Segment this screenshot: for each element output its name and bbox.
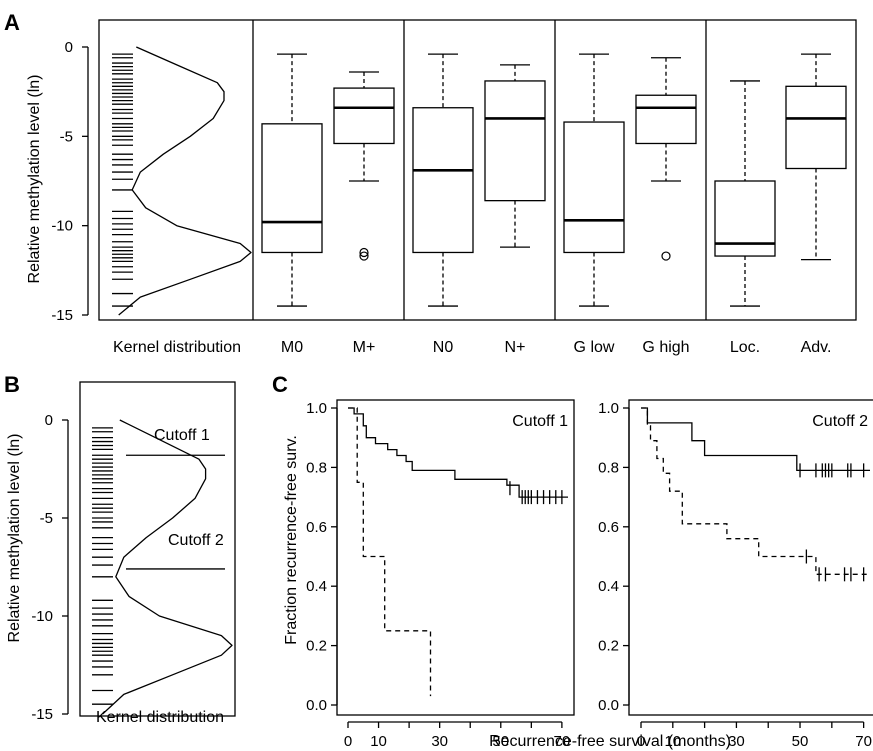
box-outlier	[359, 247, 369, 258]
boxplot-g-low	[563, 53, 625, 307]
panel-c-letter: C	[272, 372, 288, 397]
panel-a-frame	[98, 19, 857, 321]
km-y-tick-label: 0.0	[306, 697, 327, 714]
km-y-tick-label: 0.4	[306, 578, 327, 595]
panel-c-xlabel: Recurrence-free survival (months)	[489, 733, 731, 750]
panel-a-plot	[98, 19, 857, 321]
km-y-tick-label: 0.6	[306, 519, 327, 536]
panel-a-kernel-curve	[118, 46, 252, 316]
panel-a-kernel-label: Kernel distribution	[113, 339, 241, 356]
km-curve-dashed	[348, 407, 432, 697]
km-x-tick-label: 30	[431, 733, 448, 750]
km-x-tick-label: 0	[344, 733, 352, 750]
km-x-tick-label: 0	[637, 733, 645, 750]
boxplot-n0	[412, 53, 474, 307]
km-y-tick-label: 0.6	[598, 519, 619, 536]
km-x-tick-label: 70	[855, 733, 872, 750]
km-y-tick-label: 0.4	[598, 578, 619, 595]
km-x-tick-label: 70	[554, 733, 571, 750]
cutoff-1-label: Cutoff 1	[154, 427, 210, 444]
km-y-tick-label: 0.2	[306, 638, 327, 655]
panel-b-plot	[79, 381, 236, 717]
km-x-tick-label: 10	[664, 733, 681, 750]
cutoff-2-label: Cutoff 2	[168, 532, 224, 549]
boxplot-m-	[333, 71, 395, 261]
panel-c-left-title: Cutoff 1	[512, 413, 568, 430]
panel-a-category-labels: M0 M+ N0 N+ G low G high Loc. Adv.	[281, 339, 832, 356]
km-y-tick-label: 0.8	[306, 459, 327, 476]
panel-c-right-title: Cutoff 2	[812, 413, 868, 430]
category-label-n0: N0	[433, 339, 454, 356]
box-iqr	[333, 87, 395, 145]
boxplot-g-high	[635, 57, 697, 261]
panel-a-ylabel: Relative methylation level (ln)	[26, 75, 43, 284]
box-iqr	[261, 123, 323, 254]
km-y-tick-label: 0.0	[598, 697, 619, 714]
box-outlier	[661, 251, 671, 261]
km-x-tick-label: 10	[370, 733, 387, 750]
km-y-tick-label: 1.0	[306, 400, 327, 417]
category-label-m-: M+	[353, 339, 376, 356]
km-x-tick-label: 50	[792, 733, 809, 750]
box-iqr	[785, 85, 847, 170]
boxplot-adv-	[785, 53, 847, 261]
panel-a-letter: A	[4, 10, 20, 35]
panel-c-ylabel: Fraction recurrence-free surv.	[283, 435, 300, 645]
panel-c-right-plot: 0.0 0.2 0.4 0.6 0.8 1.0 0 10 30 50 70	[598, 399, 873, 750]
panel-b-y-tick-label: -15	[31, 706, 53, 723]
km-y-tick-label: 1.0	[598, 400, 619, 417]
panel-b-letter: B	[4, 372, 20, 397]
panel-a-y-tick-label: 0	[65, 39, 73, 56]
km-x-tick-label: 30	[728, 733, 745, 750]
panel-a-y-tick-label: -15	[51, 307, 73, 324]
panel-b-y-ticks: 0 -5 -10 -15	[31, 412, 69, 723]
km-frame	[336, 399, 575, 716]
category-label-n-: N+	[505, 339, 526, 356]
panel-b-y-tick-label: 0	[45, 412, 53, 429]
category-label-adv-: Adv.	[801, 339, 832, 356]
km-curve-dashed	[641, 407, 870, 575]
panel-b-y-tick-label: -5	[40, 510, 53, 527]
boxplot-n-	[484, 64, 546, 248]
category-label-m0: M0	[281, 339, 303, 356]
km-curve-solid	[348, 407, 568, 498]
panel-a-y-tick-label: -10	[51, 218, 73, 235]
boxplot-m0	[261, 53, 323, 307]
panel-b-frame	[79, 381, 236, 717]
box-iqr	[563, 121, 625, 254]
km-x-tick-label: 50	[492, 733, 509, 750]
panel-b-kernel-label: Kernel distribution	[96, 709, 224, 726]
box-iqr	[635, 94, 697, 145]
category-label-g-low: G low	[574, 339, 615, 356]
panel-b-ylabel: Relative methylation level (ln)	[6, 434, 23, 643]
box-iqr	[412, 107, 474, 254]
km-y-tick-label: 0.8	[598, 459, 619, 476]
box-iqr	[484, 80, 546, 202]
box-outlier	[359, 251, 369, 261]
km-y-tick-label: 0.2	[598, 638, 619, 655]
panel-a-y-ticks: 0 -5 -10 -15	[51, 39, 89, 324]
category-label-g-high: G high	[642, 339, 689, 356]
category-label-loc-: Loc.	[730, 339, 760, 356]
panel-a-y-tick-label: -5	[60, 128, 73, 145]
km-frame	[628, 399, 873, 716]
panel-c-left-plot: 0.0 0.2 0.4 0.6 0.8 1.0 0 10 30 50 70	[306, 399, 575, 750]
panel-b-y-tick-label: -10	[31, 608, 53, 625]
boxplot-loc-	[714, 80, 776, 307]
panel-b-kernel-curve	[102, 419, 233, 715]
